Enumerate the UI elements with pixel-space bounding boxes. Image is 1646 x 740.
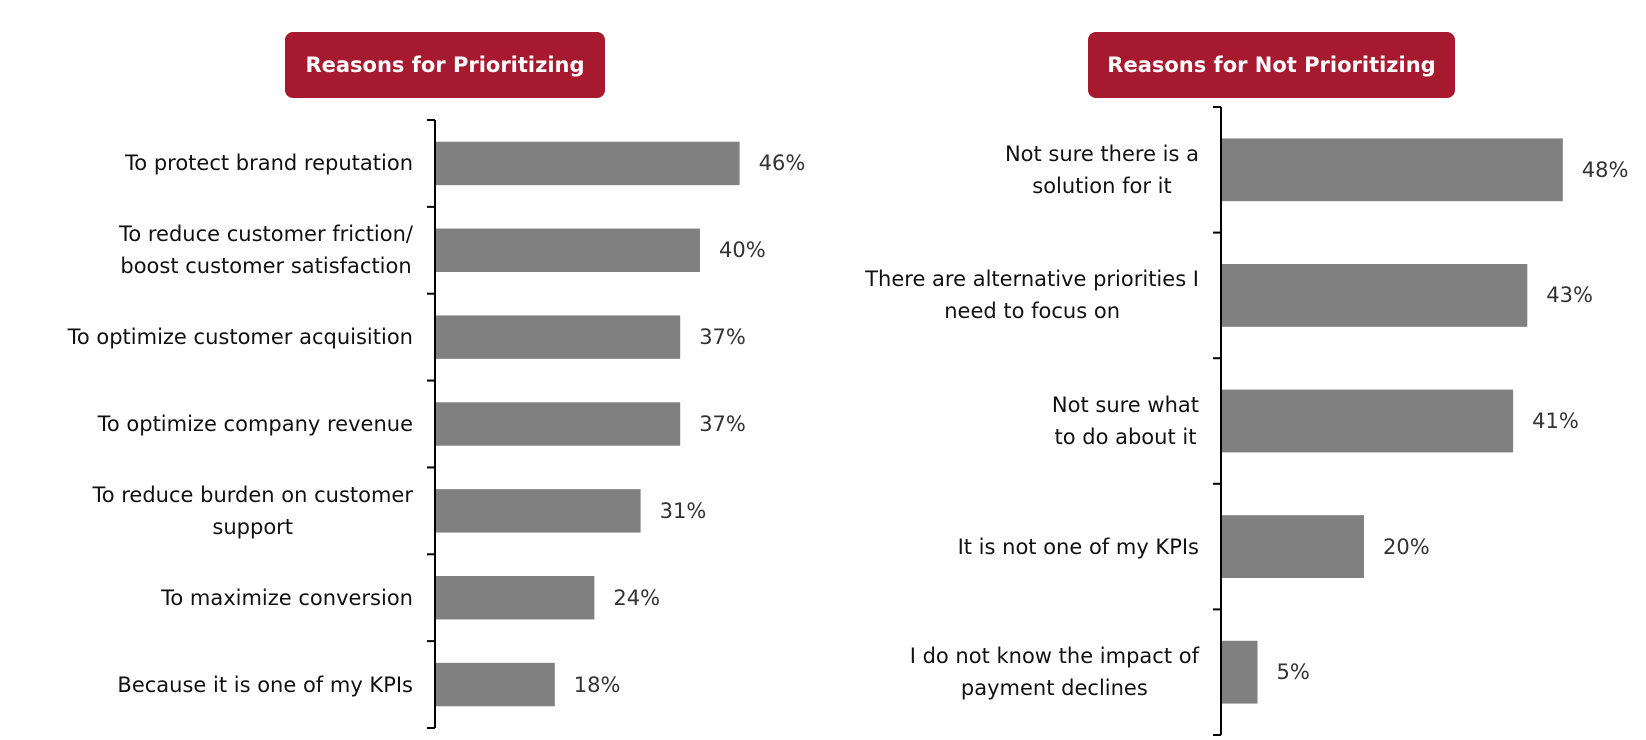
bar (436, 662, 555, 707)
value-label: 20% (1383, 534, 1430, 559)
value-label: 41% (1532, 409, 1579, 433)
bar (436, 228, 700, 272)
chart-title: Reasons for Prioritizing (285, 32, 605, 98)
value-label: 48% (1581, 157, 1629, 182)
value-label: 24% (613, 585, 661, 610)
bar (436, 315, 681, 359)
bar (1222, 515, 1364, 578)
category-label: To optimize company revenue (97, 412, 413, 436)
value-label: 40% (719, 238, 766, 263)
category-label: It is not one of my KPIs (957, 534, 1199, 559)
category-label: To reduce burden on customer support (92, 482, 413, 539)
category-label: Not sure what to do about it (1051, 393, 1199, 449)
bar (436, 489, 641, 533)
value-label: 43% (1546, 283, 1593, 308)
chart-title: Reasons for Not Prioritizing (1088, 32, 1455, 98)
category-label: Not sure there is a solution for it (1004, 141, 1199, 198)
category-label: To protect brand reputation (125, 151, 413, 176)
bar (436, 402, 681, 446)
bar (1222, 389, 1514, 453)
category-label: To optimize customer acquisition (67, 325, 413, 350)
category-label: To reduce customer friction/ boost custo… (119, 222, 413, 279)
value-label: 37% (699, 412, 746, 436)
bar (436, 141, 740, 186)
bar (436, 576, 595, 620)
category-label: To maximize conversion (161, 585, 413, 610)
bar (1222, 138, 1563, 202)
value-label: 31% (659, 498, 707, 523)
bar (1222, 264, 1528, 327)
value-label: 46% (758, 151, 806, 176)
value-label: 37% (699, 325, 746, 350)
value-label: 18% (573, 672, 621, 697)
bar (1222, 640, 1258, 704)
category-label: There are alternative priorities I need … (865, 267, 1199, 324)
value-label: 5% (1276, 660, 1310, 685)
category-label: Because it is one of my KPIs (117, 672, 413, 697)
category-label: I do not know the impact of payment decl… (909, 644, 1199, 701)
